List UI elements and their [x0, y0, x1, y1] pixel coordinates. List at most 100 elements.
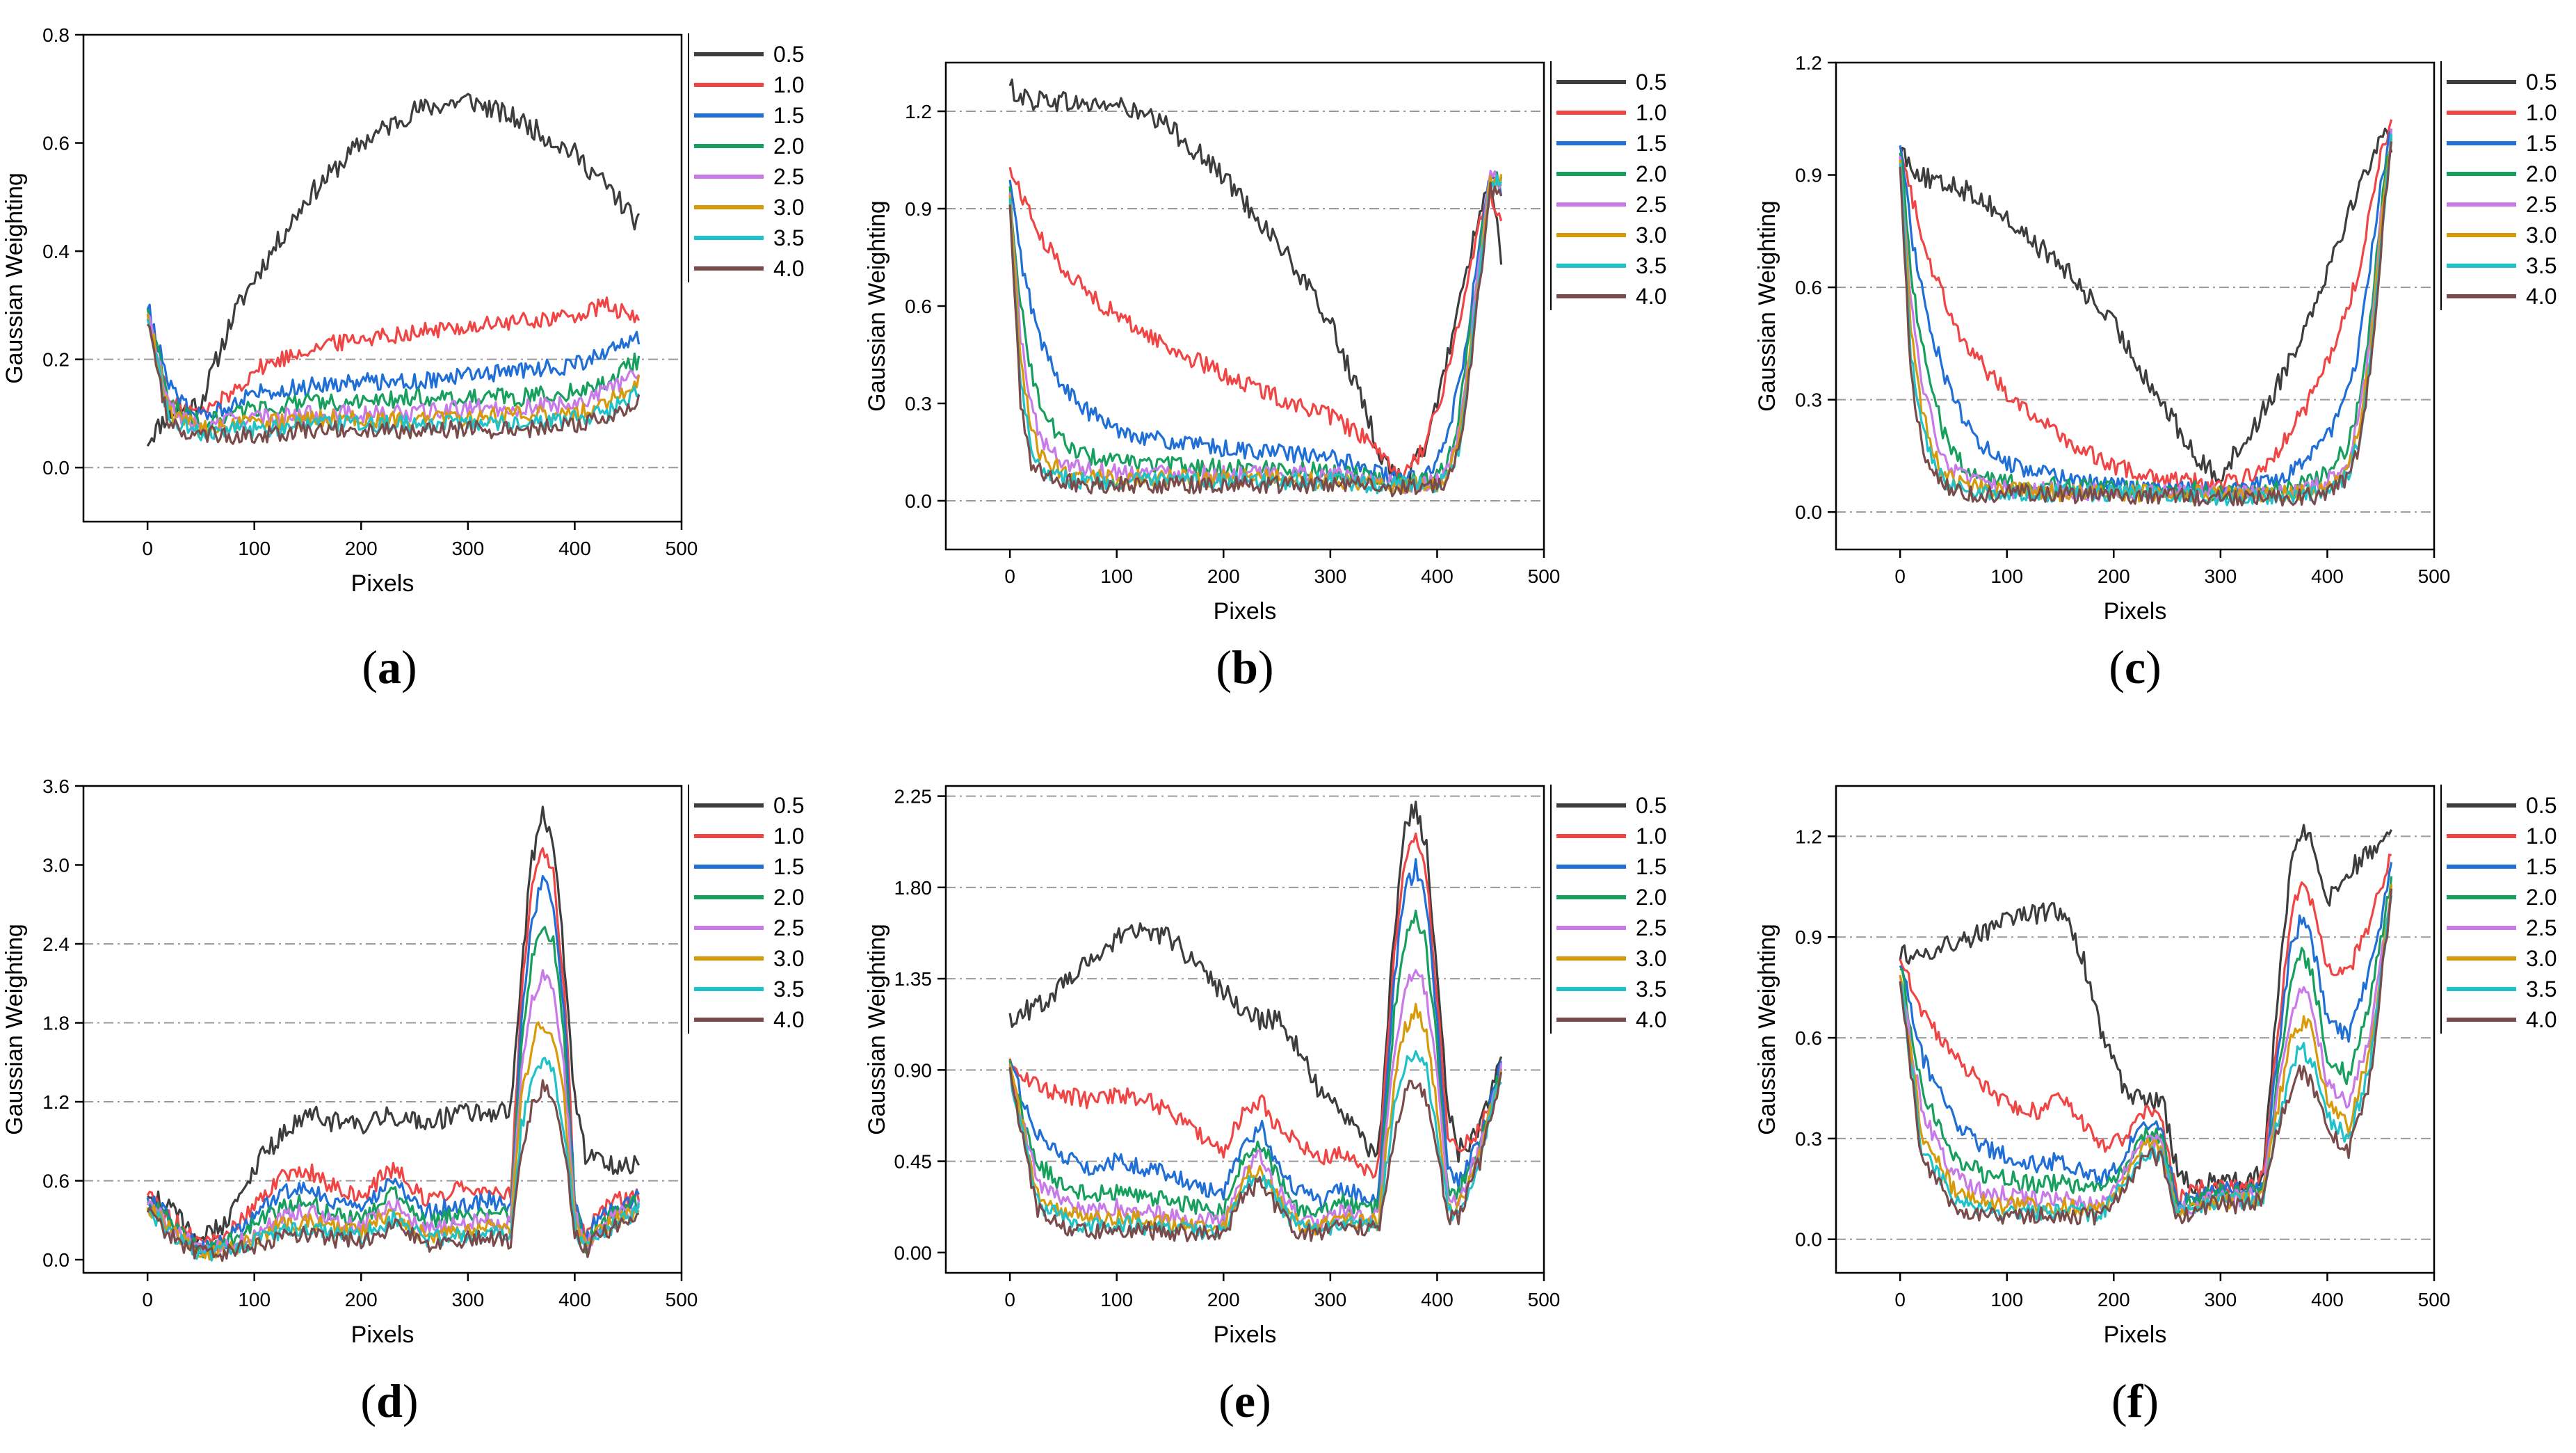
x-tick-label: 300: [2204, 565, 2237, 587]
legend-label-4.0: 4.0: [773, 256, 804, 281]
legend-label-1.5: 1.5: [1636, 854, 1666, 879]
y-axis-label: Gaussian Weighting: [1754, 924, 1780, 1135]
y-tick-label: 0.2: [42, 349, 70, 371]
legend-label-2.0: 2.0: [2526, 161, 2557, 186]
legend-label-1.5: 1.5: [2526, 854, 2557, 879]
legend-label-4.0: 4.0: [1636, 284, 1666, 309]
x-axis-label: Pixels: [1214, 1322, 1277, 1348]
x-tick-label: 100: [1100, 1289, 1133, 1310]
series-line-1.5: [1899, 130, 2392, 499]
legend-label-0.5: 0.5: [1636, 70, 1666, 95]
legend-label-1.0: 1.0: [1636, 100, 1666, 125]
x-tick-label: 400: [2311, 565, 2344, 587]
y-tick-label: 0.8: [42, 24, 70, 46]
x-axis-label: Pixels: [1214, 598, 1277, 625]
legend-label-1.0: 1.0: [773, 824, 804, 849]
plot-frame: [82, 33, 683, 523]
series-line-0.5: [1008, 78, 1503, 492]
x-tick-label: 0: [142, 538, 153, 559]
legend-label-0.5: 0.5: [773, 793, 804, 818]
series-line-0.5: [146, 93, 641, 447]
y-tick-label: 0.3: [1795, 1128, 1822, 1150]
x-tick-label: 0: [1004, 1289, 1015, 1310]
series-line-1.5: [146, 303, 641, 421]
legend-label-1.5: 1.5: [773, 103, 804, 128]
chart-svg-b: 0 100 200 300 400 500 0.0 0.3 0.6 0.9 1.2 Pixels Gau…: [864, 61, 1666, 625]
y-tick-label: 0.0: [1795, 1229, 1822, 1251]
y-axis-label: Gaussian Weighting: [1, 924, 28, 1135]
chart-panel-f: 0 100 200 300 400 500 0.0 0.3 0.6 0.9 1.2 Pixels Gau…: [1753, 772, 2576, 1370]
x-tick-label: 200: [1207, 1289, 1240, 1310]
legend-label-2.0: 2.0: [1636, 885, 1666, 910]
legend-label-1.5: 1.5: [1636, 131, 1666, 156]
legend-label-2.5: 2.5: [2526, 915, 2557, 940]
chart-panel-e: 0 100 200 300 400 500 0.00 0.45 0.90 1.35 1.80 2.25…: [862, 772, 1697, 1370]
legend-label-2.0: 2.0: [773, 134, 804, 159]
series-line-3.0: [1008, 1002, 1503, 1236]
y-tick-label: 1.2: [1795, 826, 1822, 847]
legend-label-0.5: 0.5: [773, 42, 804, 67]
series-line-4.0: [1899, 141, 2393, 507]
y-axis-label: Gaussian Weighting: [1754, 200, 1780, 412]
x-tick-label: 0: [1004, 565, 1015, 587]
legend-label-3.5: 3.5: [1636, 977, 1666, 1002]
x-tick-label: 500: [1528, 1289, 1561, 1310]
legend-label-4.0: 4.0: [2526, 1007, 2557, 1032]
x-tick-label: 200: [2098, 1289, 2130, 1310]
series-line-3.0: [1899, 884, 2393, 1218]
legend-label-0.5: 0.5: [2526, 70, 2557, 95]
x-axis-label: Pixels: [351, 570, 414, 597]
legend-label-0.5: 0.5: [2526, 793, 2557, 818]
y-tick-label: 0.90: [894, 1059, 933, 1081]
y-tick-label: 1.2: [42, 1091, 70, 1113]
y-tick-label: 0.6: [42, 1171, 70, 1192]
caption-e: (e): [1218, 1374, 1271, 1427]
series-line-3.0: [1008, 174, 1503, 495]
x-tick-label: 400: [1421, 565, 1454, 587]
x-tick-label: 0: [142, 1289, 153, 1310]
legend-label-3.5: 3.5: [2526, 253, 2557, 278]
x-tick-label: 400: [558, 538, 591, 559]
series-line-0.5: [147, 805, 641, 1244]
y-tick-label: 2.4: [42, 933, 70, 955]
x-tick-label: 400: [558, 1289, 591, 1310]
x-tick-label: 400: [2311, 1289, 2344, 1310]
x-tick-label: 100: [238, 538, 271, 559]
series-line-1.0: [146, 296, 641, 417]
plot-frame: [82, 785, 683, 1274]
y-tick-label: 3.0: [42, 855, 70, 876]
x-tick-label: 200: [345, 538, 378, 559]
caption-a: (a): [362, 641, 417, 693]
legend-label-0.5: 0.5: [1636, 793, 1666, 818]
y-tick-label: 1.2: [1795, 52, 1822, 74]
series-line-1.5: [1899, 862, 2393, 1212]
x-tick-label: 0: [1894, 1289, 1906, 1310]
legend-label-1.0: 1.0: [773, 72, 804, 97]
series-line-1.5: [1008, 858, 1503, 1210]
legend-label-3.5: 3.5: [2526, 977, 2557, 1002]
x-tick-label: 300: [451, 538, 484, 559]
chart-panel-a: 0 100 200 300 400 500 0.0 0.2 0.4 0.6 0.8 Pixels Gau…: [0, 21, 835, 619]
x-tick-label: 500: [666, 538, 698, 559]
legend-label-2.5: 2.5: [1636, 192, 1666, 217]
x-tick-label: 300: [451, 1289, 484, 1310]
plot-frame: [1835, 785, 2436, 1274]
legend-label-3.0: 3.0: [1636, 223, 1666, 248]
legend-label-3.0: 3.0: [773, 195, 804, 220]
x-tick-label: 300: [2204, 1289, 2237, 1310]
legend-label-3.5: 3.5: [773, 977, 804, 1002]
y-tick-label: 0.0: [1795, 501, 1822, 523]
x-tick-label: 100: [1990, 565, 2023, 587]
x-tick-label: 200: [1207, 565, 1240, 587]
y-tick-label: 0.9: [1795, 165, 1822, 186]
series-line-1.0: [1008, 832, 1502, 1179]
series-line-3.5: [147, 1057, 641, 1262]
y-axis-label: Gaussian Weighting: [864, 924, 890, 1135]
legend-label-2.5: 2.5: [773, 915, 804, 940]
legend-label-4.0: 4.0: [2526, 284, 2557, 309]
x-axis-label: Pixels: [2104, 1322, 2167, 1348]
y-tick-label: 0.9: [905, 198, 932, 220]
x-tick-label: 100: [1100, 565, 1133, 587]
chart-panel-d: 0 100 200 300 400 500 0.0 0.6 1.2 1.8 2.4 3.0 3.6 Pix…: [0, 772, 835, 1370]
series-line-2.5: [1008, 969, 1503, 1231]
